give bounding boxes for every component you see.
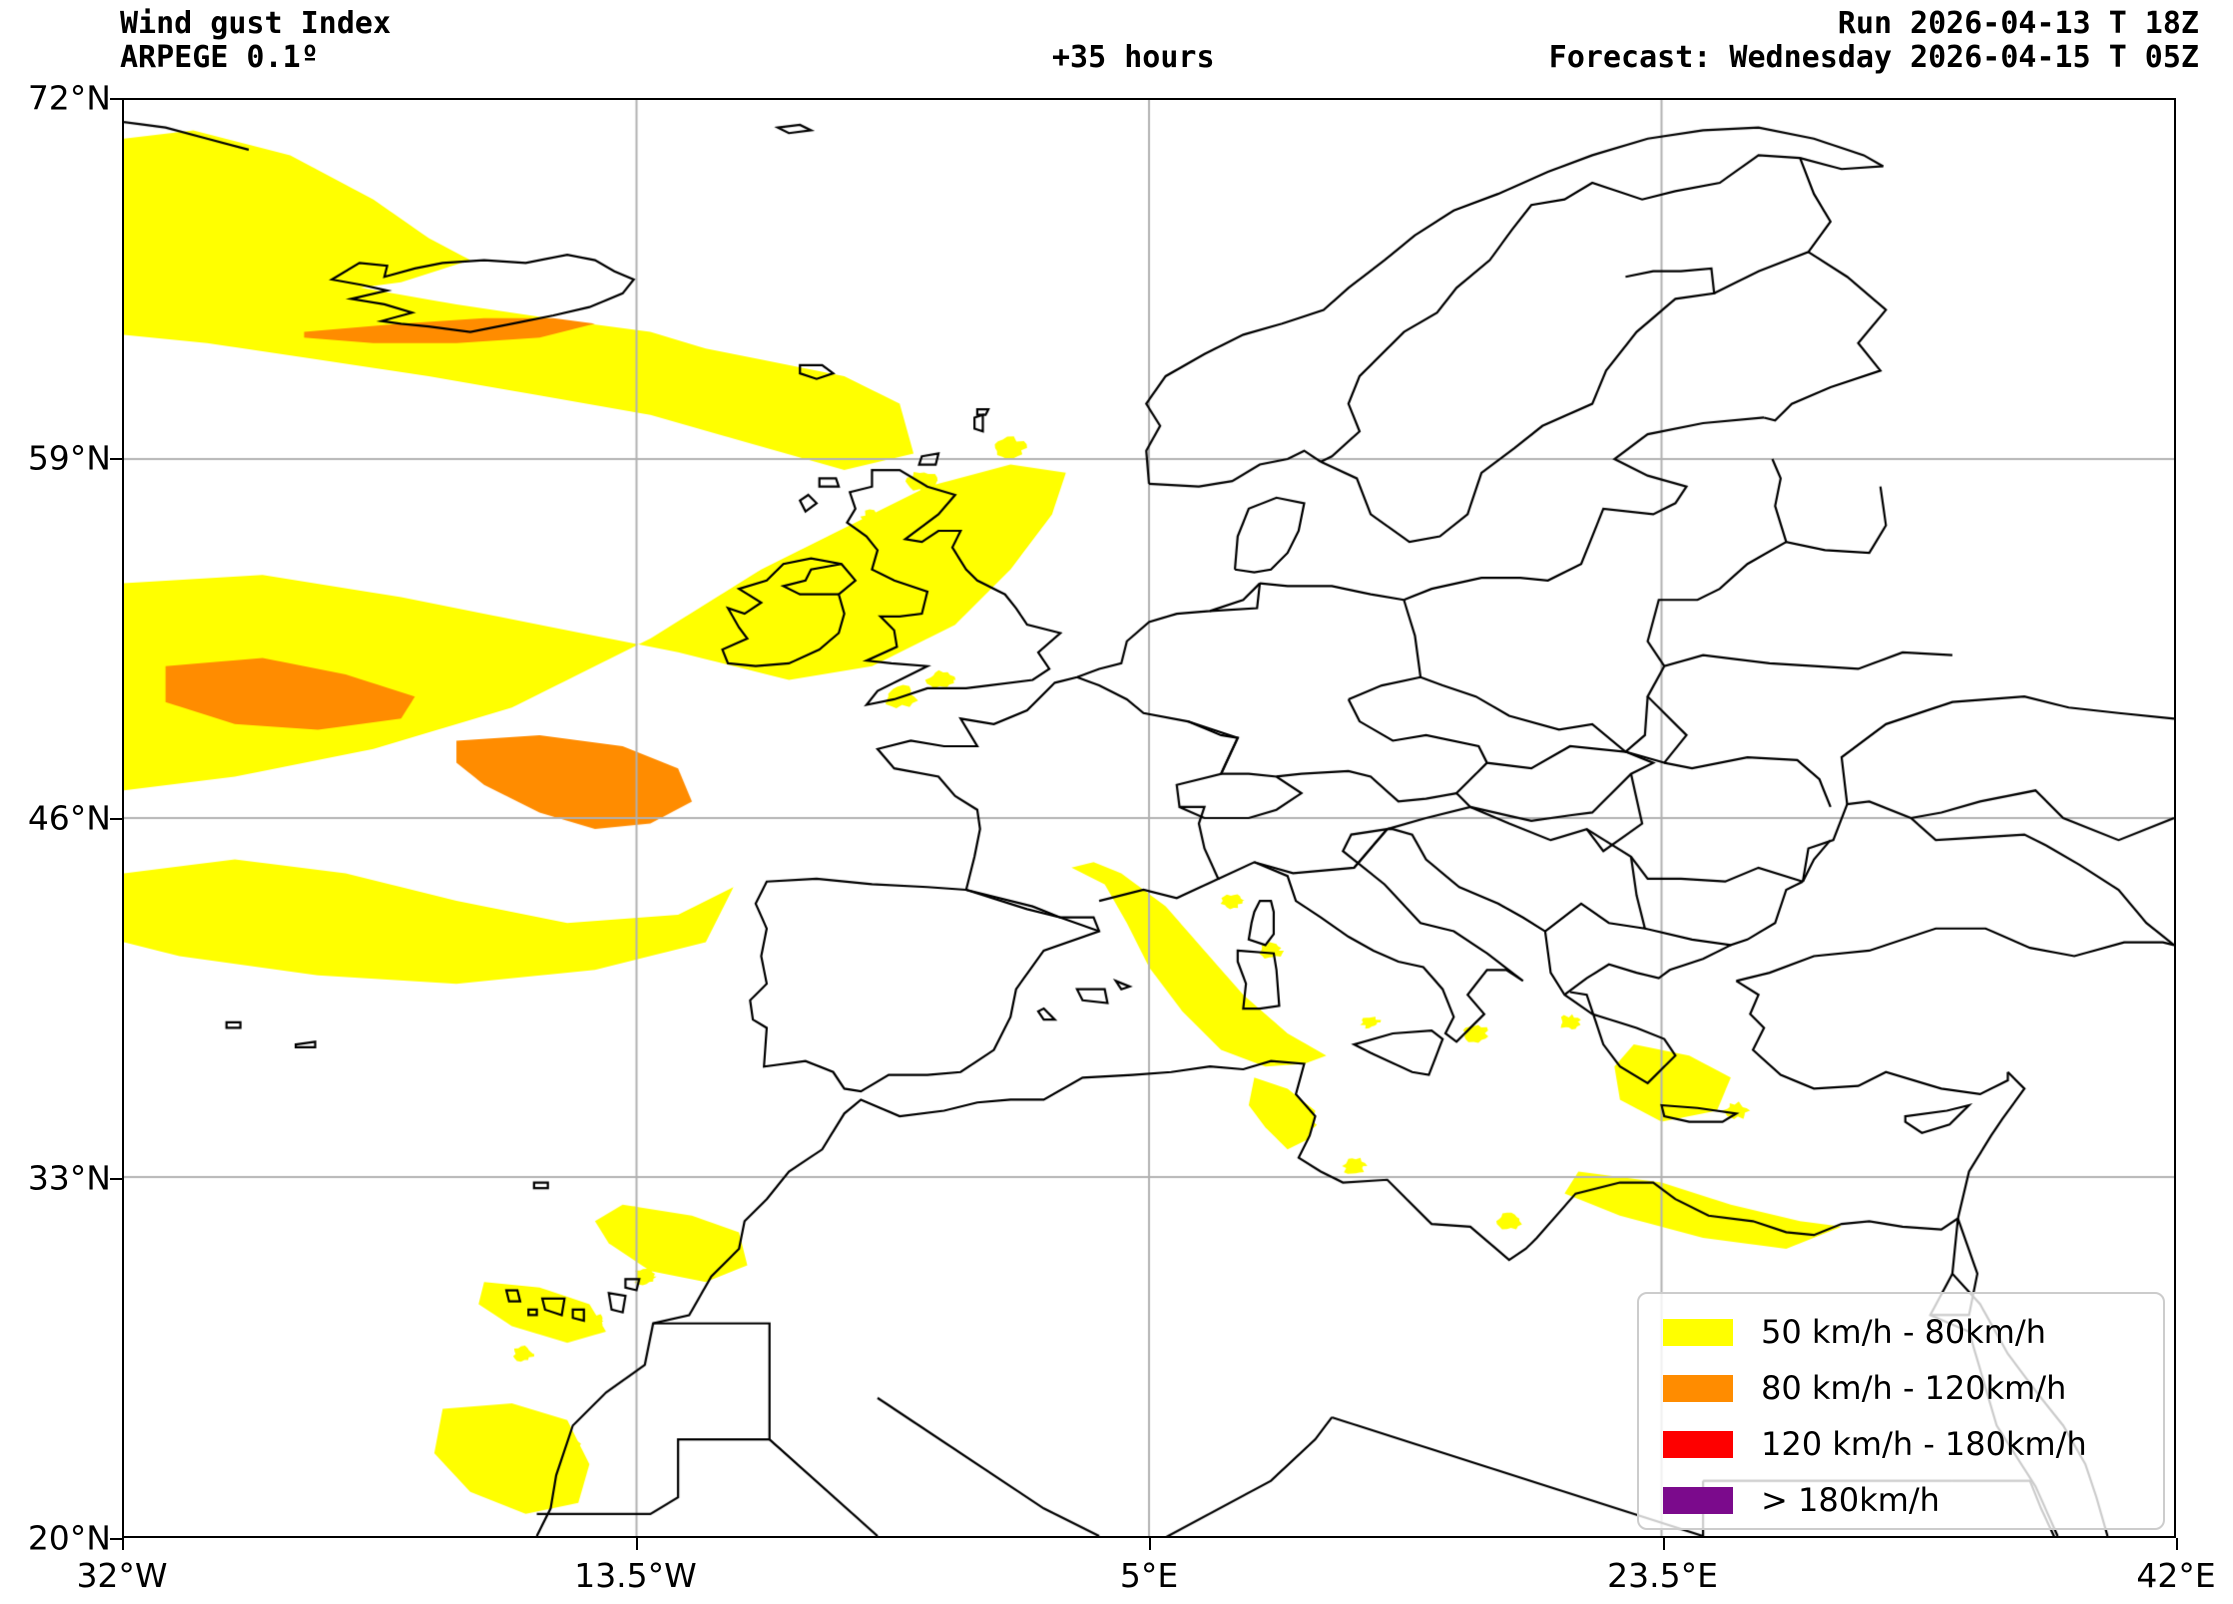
x-tick-mark <box>1149 1538 1151 1550</box>
x-tick-mark <box>2176 1538 2178 1550</box>
y-tick-label: 72°N <box>27 78 111 118</box>
x-tick-mark <box>1662 1538 1665 1550</box>
x-tick-label: 13.5°W <box>574 1556 697 1595</box>
x-tick-mark <box>635 1538 638 1550</box>
y-tick-mark <box>110 1538 122 1540</box>
model-label: ARPEGE 0.1º <box>120 40 319 75</box>
legend-item-label: 120 km/h - 180km/h <box>1761 1425 2087 1463</box>
y-tick-mark <box>110 98 122 100</box>
legend-item: 50 km/h - 80km/h <box>1639 1304 2163 1360</box>
legend-item: 80 km/h - 120km/h <box>1639 1360 2163 1416</box>
legend-color-swatch <box>1663 1374 1733 1402</box>
y-tick-mark <box>110 818 122 820</box>
legend-color-swatch <box>1663 1486 1733 1514</box>
y-tick-label: 46°N <box>27 798 111 838</box>
x-tick-mark <box>122 1538 124 1550</box>
x-tick-label: 23.5°E <box>1607 1556 1718 1595</box>
y-tick-mark <box>110 458 122 460</box>
map-plot-frame <box>122 98 2176 1538</box>
legend-color-swatch <box>1663 1318 1733 1346</box>
y-tick-mark <box>110 1178 122 1180</box>
legend-color-swatch <box>1663 1430 1733 1458</box>
lead-time-label: +35 hours <box>1052 40 1215 75</box>
y-tick-label: 20°N <box>27 1518 111 1558</box>
y-tick-label: 59°N <box>27 438 111 478</box>
legend-item-label: 80 km/h - 120km/h <box>1761 1369 2067 1407</box>
x-tick-label: 5°E <box>1119 1556 1179 1595</box>
legend-item: > 180km/h <box>1639 1472 2163 1528</box>
legend-item-label: > 180km/h <box>1761 1481 1940 1519</box>
x-tick-label: 42°E <box>2136 1556 2216 1595</box>
x-tick-label: 32°W <box>76 1556 168 1595</box>
forecast-time-label: Forecast: Wednesday 2026-04-15 T 05Z <box>1548 40 2199 75</box>
model-run-label: Run 2026-04-13 T 18Z <box>1837 6 2199 41</box>
legend-item-label: 50 km/h - 80km/h <box>1761 1313 2047 1351</box>
wind-gust-legend: 50 km/h - 80km/h 80 km/h - 120km/h 120 km/… <box>1637 1292 2165 1530</box>
page-title: Wind gust Index <box>120 6 391 41</box>
legend-item: 120 km/h - 180km/h <box>1639 1416 2163 1472</box>
y-tick-label: 33°N <box>27 1158 111 1198</box>
